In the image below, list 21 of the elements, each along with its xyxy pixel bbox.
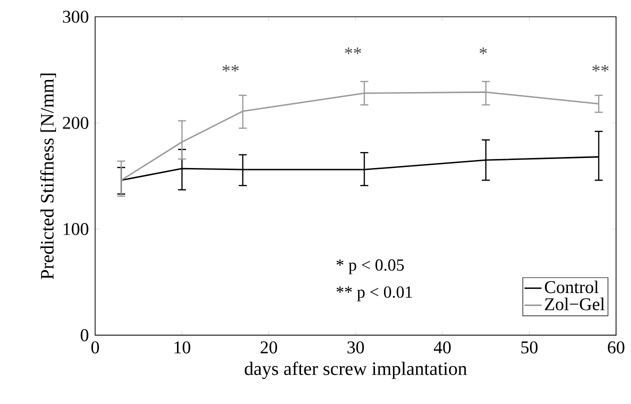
y-axis-title: Predicted Stiffness [N/mm] <box>40 73 56 280</box>
x-tick-label: 10 <box>174 341 190 354</box>
y-tick-label: 200 <box>62 116 88 129</box>
y-tick-label: 100 <box>64 222 88 235</box>
x-tick-label: 0 <box>91 341 99 354</box>
annotation: ** <box>222 64 239 72</box>
annotation: * p < 0.05 <box>336 259 404 274</box>
x-tick-label: 40 <box>434 341 451 354</box>
annotation: ** <box>592 64 609 72</box>
annotation: ** <box>344 47 362 54</box>
legend-label: Control <box>544 280 599 294</box>
legend-label: Zol−Gel <box>545 298 605 310</box>
x-axis-title: days after screw implantation <box>244 361 467 379</box>
x-tick-label: 60 <box>608 341 624 354</box>
y-tick-label: 300 <box>62 10 88 23</box>
annotation: ** p < 0.01 <box>336 286 412 302</box>
y-tick-label: 0 <box>80 328 88 342</box>
x-tick-label: 30 <box>348 341 364 354</box>
x-tick-label: 50 <box>521 341 538 354</box>
x-tick-label: 20 <box>260 341 278 354</box>
annotation: * <box>480 47 487 54</box>
